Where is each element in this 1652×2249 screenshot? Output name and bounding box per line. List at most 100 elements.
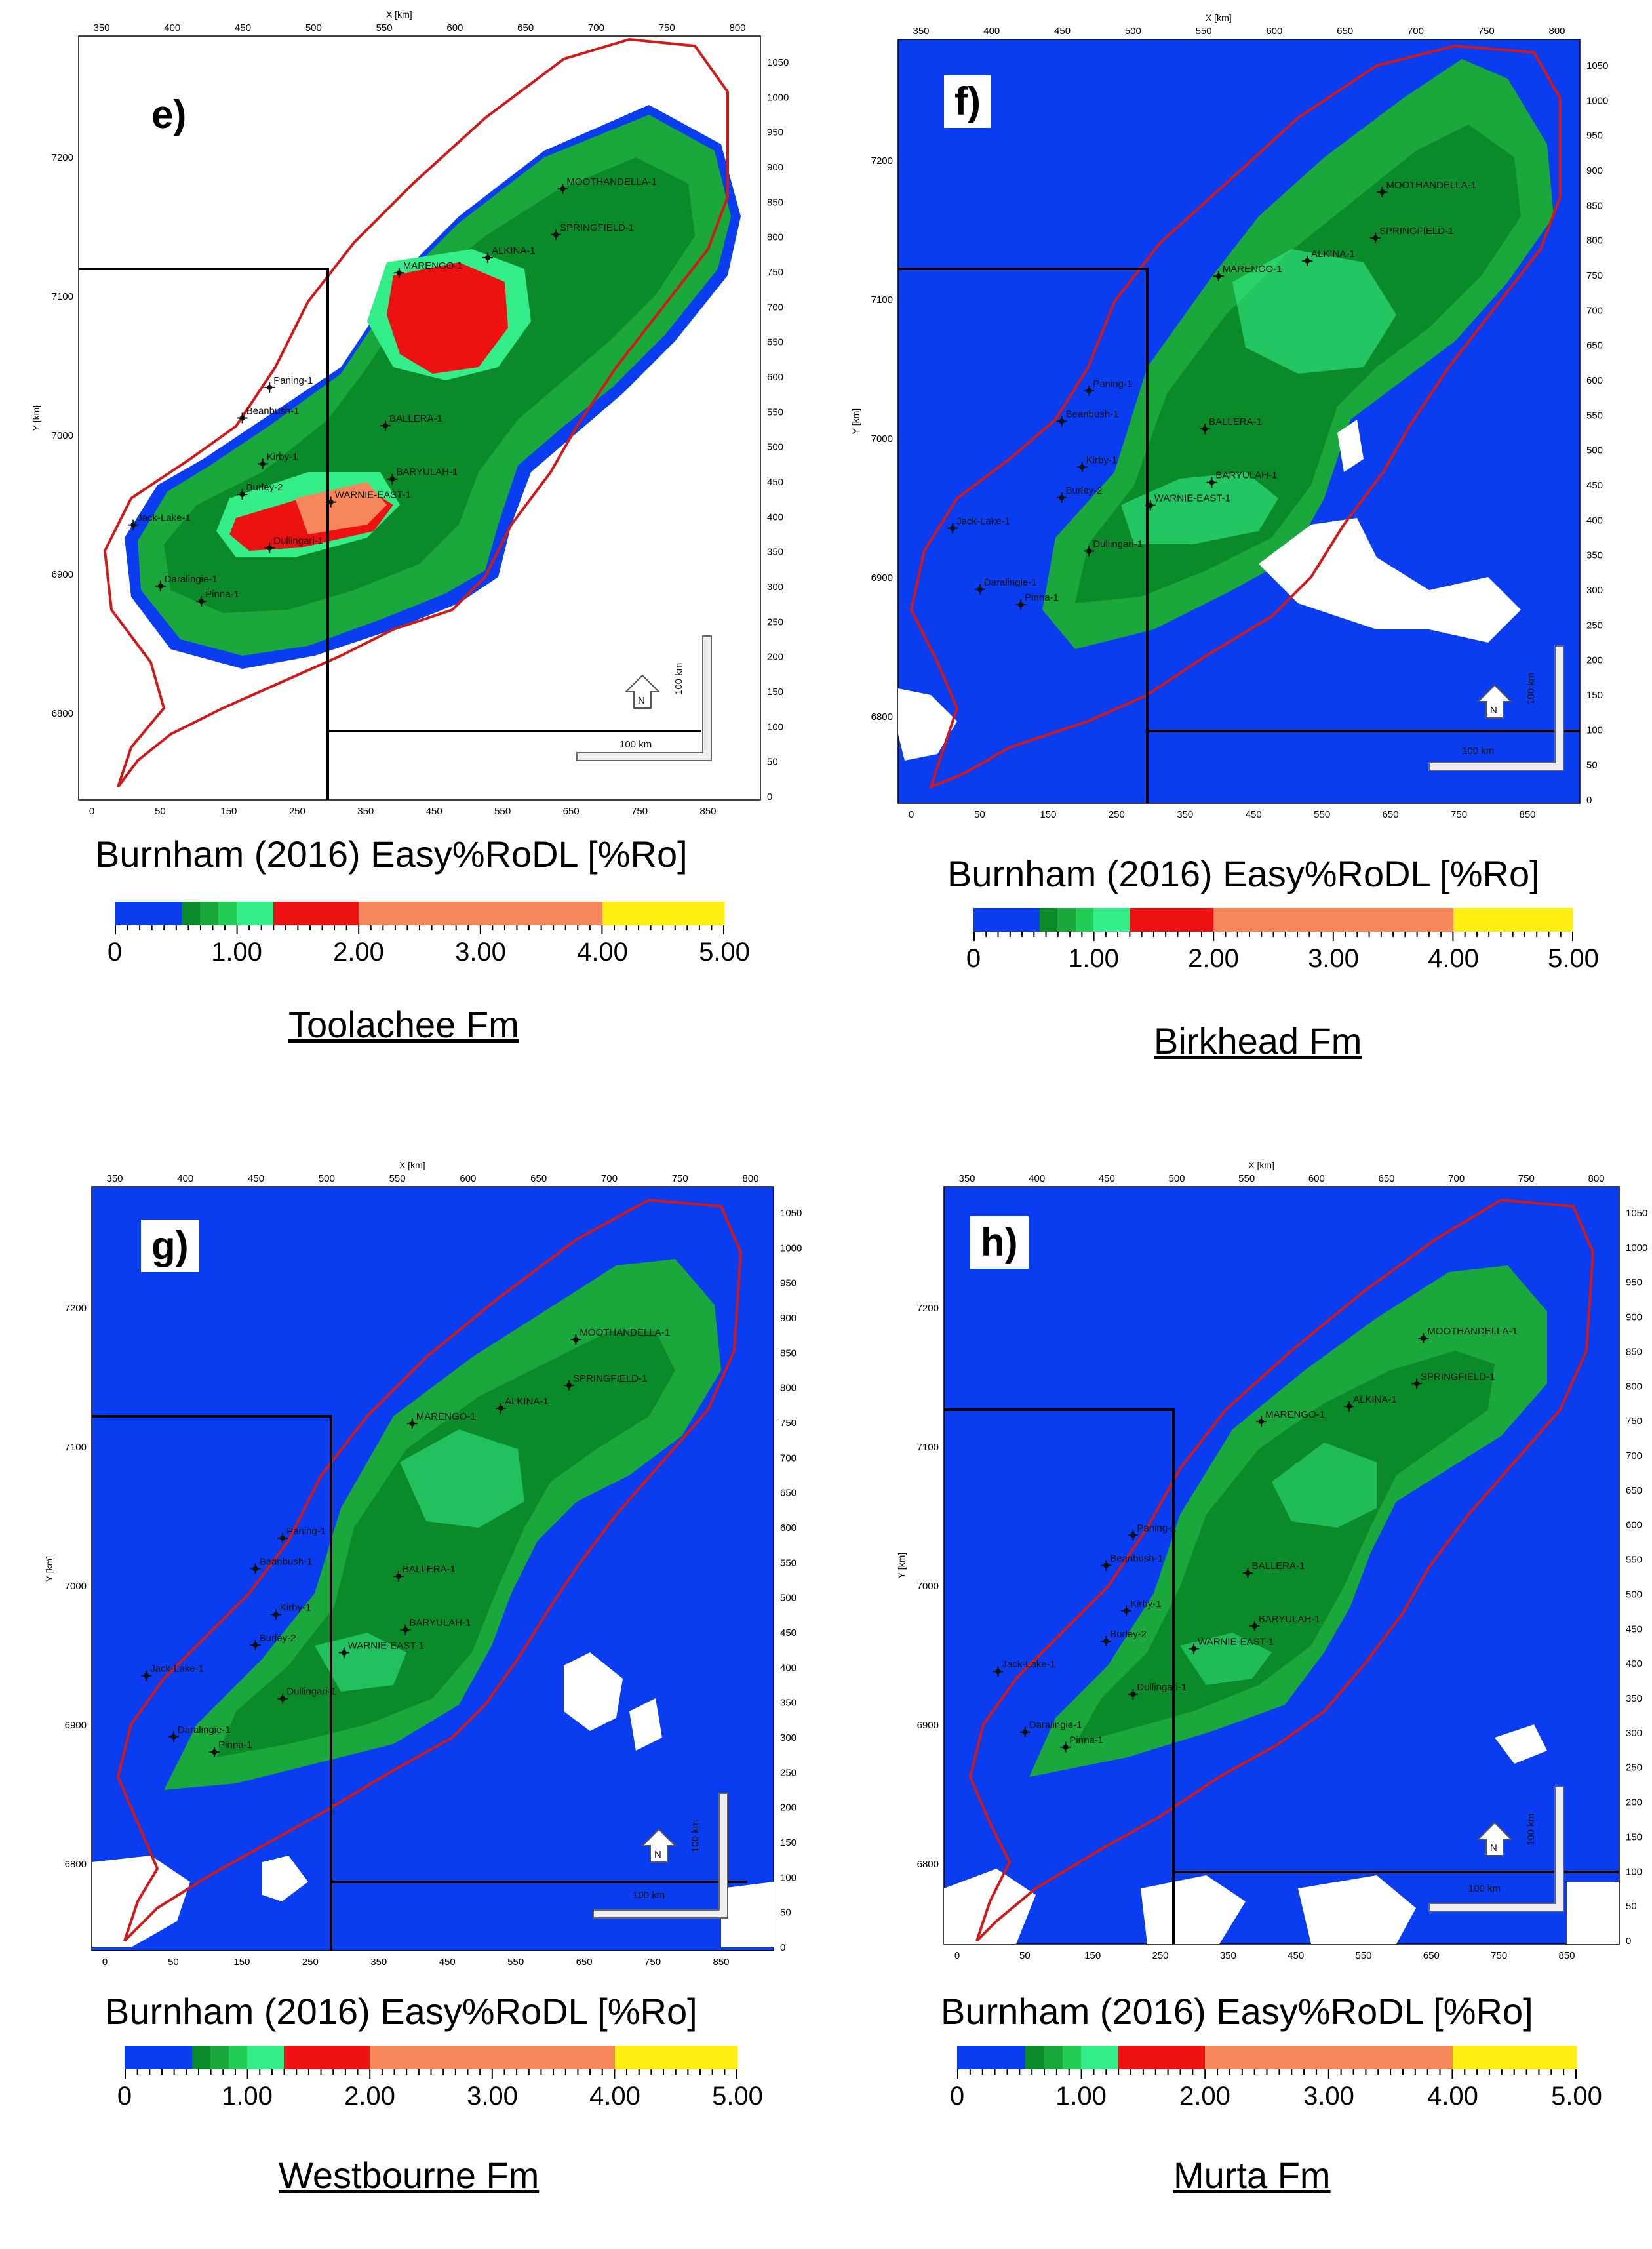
well-marker: Jack-Lake-1 [128,513,191,530]
y-right-tick-label: 800 [1586,235,1603,247]
well-name: Jack-Lake-1 [1002,1659,1055,1670]
well-marker: SPRINGFIELD-1 [551,222,634,240]
well-name: Beanbush-1 [260,1557,313,1568]
y-axis-label: Y [km] [850,408,861,434]
y-right-tick-label: 950 [780,1278,796,1289]
y-right-tick-label: 200 [767,652,783,663]
colorbar-band [284,2046,370,2069]
well-marker: Jack-Lake-1 [141,1663,204,1681]
x-top-tick-label: 800 [1588,1173,1604,1184]
y-left-tick-label: 6900 [52,569,73,580]
well-marker: Burley-2 [1056,485,1102,503]
maturity-map-f: MOOTHANDELLA-1 SPRINGFIELD-1 ALKINA-1 MAREN… [850,12,1608,820]
white-gaps [944,1724,1619,1944]
y-right-tick-label: 650 [780,1488,796,1499]
well-name: WARNIE-EAST-1 [348,1641,424,1652]
y-right-tick-label: 500 [767,442,783,453]
basin-outline [968,1198,1595,1942]
well-name: Kirby-1 [1130,1599,1162,1610]
well-marker: BALLERA-1 [380,413,442,431]
colorbar-ticks [115,925,724,934]
colorbar-band [273,902,359,925]
x-axis-label: X [km] [399,1160,425,1170]
basin-maturity-fill [1042,59,1554,649]
well-marker: Jack-Lake-1 [993,1659,1055,1677]
y-right-tick-label: 750 [780,1418,796,1429]
well-marker: BARYULAH-1 [1206,470,1277,488]
well-marker: ALKINA-1 [1344,1394,1397,1412]
well-name: BARYULAH-1 [1215,470,1277,481]
well-marker: WARNIE-EAST-1 [1145,493,1230,511]
y-left-tick-label: 7000 [871,433,893,445]
colorbar [115,902,724,925]
svg-text:N: N [1490,705,1497,716]
y-right-tick-label: 800 [780,1383,796,1394]
well-markers: MOOTHANDELLA-1 SPRINGFIELD-1 ALKINA-1 MAREN… [141,1327,670,1758]
x-top-tick-label: 750 [659,22,675,33]
x-bottom-tick-label: 650 [1423,1950,1440,1961]
x-top-tick-label: 600 [1308,1173,1325,1184]
well-marker: BARYULAH-1 [400,1618,471,1635]
x-bottom-tick-label: 250 [302,1957,319,1968]
well-marker: Beanbush-1 [237,406,300,424]
well-marker: BARYULAH-1 [1249,1614,1320,1631]
well-marker: Daralingie-1 [1019,1720,1082,1738]
x-top-tick-label: 350 [958,1173,975,1184]
x-bottom-tick-label: 250 [1152,1950,1168,1961]
y-right-tick-label: 600 [1626,1520,1642,1531]
y-right-tick-label: 150 [1586,690,1603,701]
colorbar-band [1080,2046,1118,2069]
colorbar-band [246,2046,285,2069]
y-right-tick-label: 900 [780,1313,796,1324]
x-top-tick-label: 450 [1054,26,1071,37]
scale-bar: 100 km 100 km [593,1793,728,1919]
well-marker: MARENGO-1 [393,260,463,279]
panel-label: h) [970,1216,1029,1269]
x-bottom-tick-label: 0 [909,809,914,820]
map-panel-f: MOOTHANDELLA-1 SPRINGFIELD-1 ALKINA-1 MAREN… [839,0,1652,1115]
well-marker: Dullingari-1 [264,536,323,553]
well-name: WARNIE-EAST-1 [335,490,411,501]
well-marker: MARENGO-1 [406,1411,476,1429]
y-right-tick-label: 200 [1586,655,1603,666]
colorbar-band [1039,908,1058,932]
x-bottom-tick-label: 850 [699,806,716,817]
well-name: BALLERA-1 [403,1564,456,1575]
colorbar-tick-label: 5.00 [1551,2082,1602,2111]
x-bottom-tick-label: 750 [644,1957,661,1968]
well-name: MOOTHANDELLA-1 [566,176,657,188]
x-bottom-tick-label: 650 [563,806,580,817]
colorbar-band [125,2046,192,2069]
legend-title: Burnham (2016) Easy%RoDL [%Ro] [105,1991,698,2032]
panel-label: f) [944,75,991,128]
white-gaps [92,1652,774,1947]
well-name: Beanbush-1 [1110,1553,1163,1564]
x-axis-label: X [km] [386,9,412,20]
y-right-tick-label: 450 [1626,1623,1642,1635]
x-top-tick-label: 400 [164,22,180,33]
colorbar-band [1118,2046,1205,2069]
y-right-tick-label: 900 [767,162,783,173]
colorbar-tick-label: 4.00 [577,938,628,966]
scale-bar: 100 km 100 km [576,635,712,761]
y-right-tick-label: 350 [1626,1693,1642,1704]
x-axis-label: X [km] [1248,1160,1274,1170]
x-top-tick-label: 750 [1518,1173,1535,1184]
y-right-tick-label: 300 [1586,585,1603,596]
y-right-tick-label: 400 [780,1662,796,1673]
x-bottom-tick-label: 350 [1177,809,1193,820]
y-right-tick-label: 0 [767,791,772,803]
well-name: SPRINGFIELD-1 [1421,1371,1495,1382]
y-right-tick-label: 700 [1626,1450,1642,1462]
x-bottom-tick-label: 150 [1084,1950,1101,1961]
x-bottom-tick-label: 150 [233,1957,250,1968]
x-bottom-tick-label: 50 [974,809,985,820]
y-left-tick-label: 7200 [917,1303,939,1314]
well-marker: Daralingie-1 [168,1724,231,1742]
well-markers: MOOTHANDELLA-1 SPRINGFIELD-1 ALKINA-1 MAREN… [993,1326,1518,1753]
well-marker: ALKINA-1 [496,1396,549,1414]
x-top-tick-label: 550 [389,1173,406,1184]
well-name: BARYULAH-1 [1259,1614,1320,1625]
x-top-tick-label: 500 [1168,1173,1185,1184]
colorbar [974,908,1573,932]
